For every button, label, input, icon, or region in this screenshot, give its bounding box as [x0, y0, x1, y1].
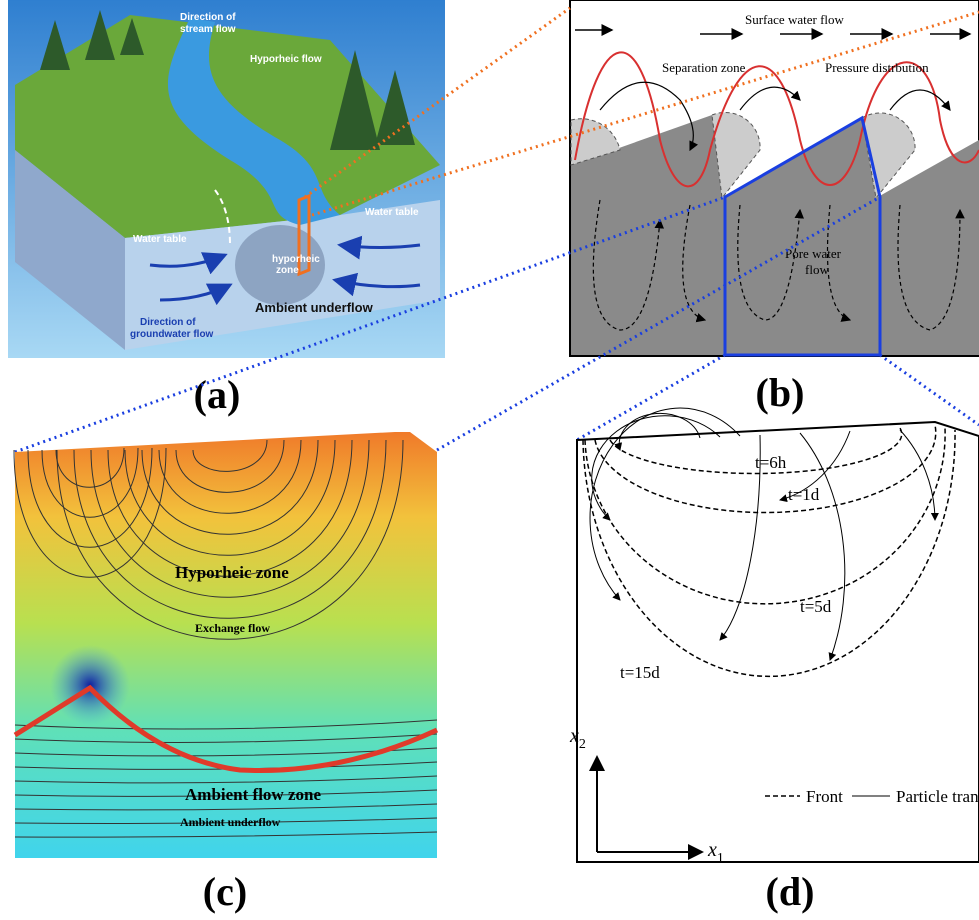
- annotation: groundwater flow: [130, 329, 214, 340]
- annotation: Surface water flow: [745, 12, 845, 27]
- panel-label: (b): [756, 370, 805, 415]
- annotation: Ambient underflow: [180, 815, 281, 829]
- panel-a: Direction of stream flow Hyporheic flow …: [8, 0, 445, 417]
- front-label: t=1d: [788, 485, 820, 504]
- annotation: zone: [276, 265, 299, 276]
- annotation: Direction of: [140, 317, 196, 328]
- annotation: Water table: [365, 207, 419, 218]
- annotation: flow: [805, 262, 829, 277]
- panel-label: (d): [766, 869, 815, 914]
- annotation: Direction of: [180, 12, 236, 23]
- panel-b: Surface water flow Separation zone Press…: [570, 0, 979, 415]
- legend-label: Front: [806, 787, 843, 806]
- legend-label: Particle transport path: [896, 787, 979, 806]
- axis-symbol: x: [569, 725, 579, 747]
- annotation: stream flow: [180, 24, 236, 35]
- axis-subscript: 2: [579, 737, 586, 752]
- panel-d: t=6h t=1d t=5d t=15d x2 x1 Front Particl…: [569, 408, 979, 914]
- annotation: Ambient flow zone: [185, 785, 321, 804]
- annotation: Water table: [133, 234, 187, 245]
- annotation: Separation zone: [662, 60, 746, 75]
- annotation: Hyporheic zone: [175, 563, 289, 582]
- panel-c: Hyporheic zone Exchange flow Ambient flo…: [14, 432, 437, 914]
- annotation: Exchange flow: [195, 621, 270, 635]
- figure: Direction of stream flow Hyporheic flow …: [0, 0, 979, 920]
- annotation: hyporheic: [272, 254, 320, 265]
- front-label: t=15d: [620, 663, 660, 682]
- annotation: Pore water: [785, 246, 842, 261]
- panel-label: (a): [194, 372, 241, 417]
- axis-symbol: x: [707, 839, 717, 861]
- annotation: Pressure distrbution: [825, 60, 929, 75]
- annotation: Hyporheic flow: [250, 54, 322, 65]
- sediment: [571, 198, 979, 355]
- front-label: t=5d: [800, 597, 832, 616]
- axis-subscript: 1: [717, 851, 724, 866]
- panel-label: (c): [203, 869, 247, 914]
- annotation: Ambient underflow: [255, 300, 374, 315]
- front-label: t=6h: [755, 453, 787, 472]
